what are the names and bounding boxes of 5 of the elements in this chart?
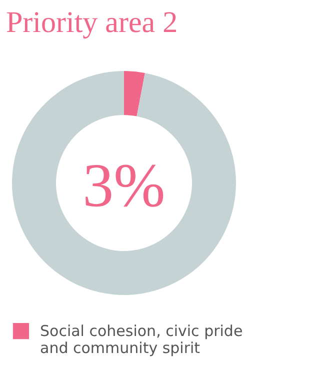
donut-slice: [12, 71, 236, 295]
chart-title: Priority area 2: [6, 6, 178, 39]
legend-label: Social cohesion, civic pride and community spirit: [40, 322, 243, 357]
text: 3%: [82, 152, 166, 220]
donut-slice: [124, 71, 145, 116]
